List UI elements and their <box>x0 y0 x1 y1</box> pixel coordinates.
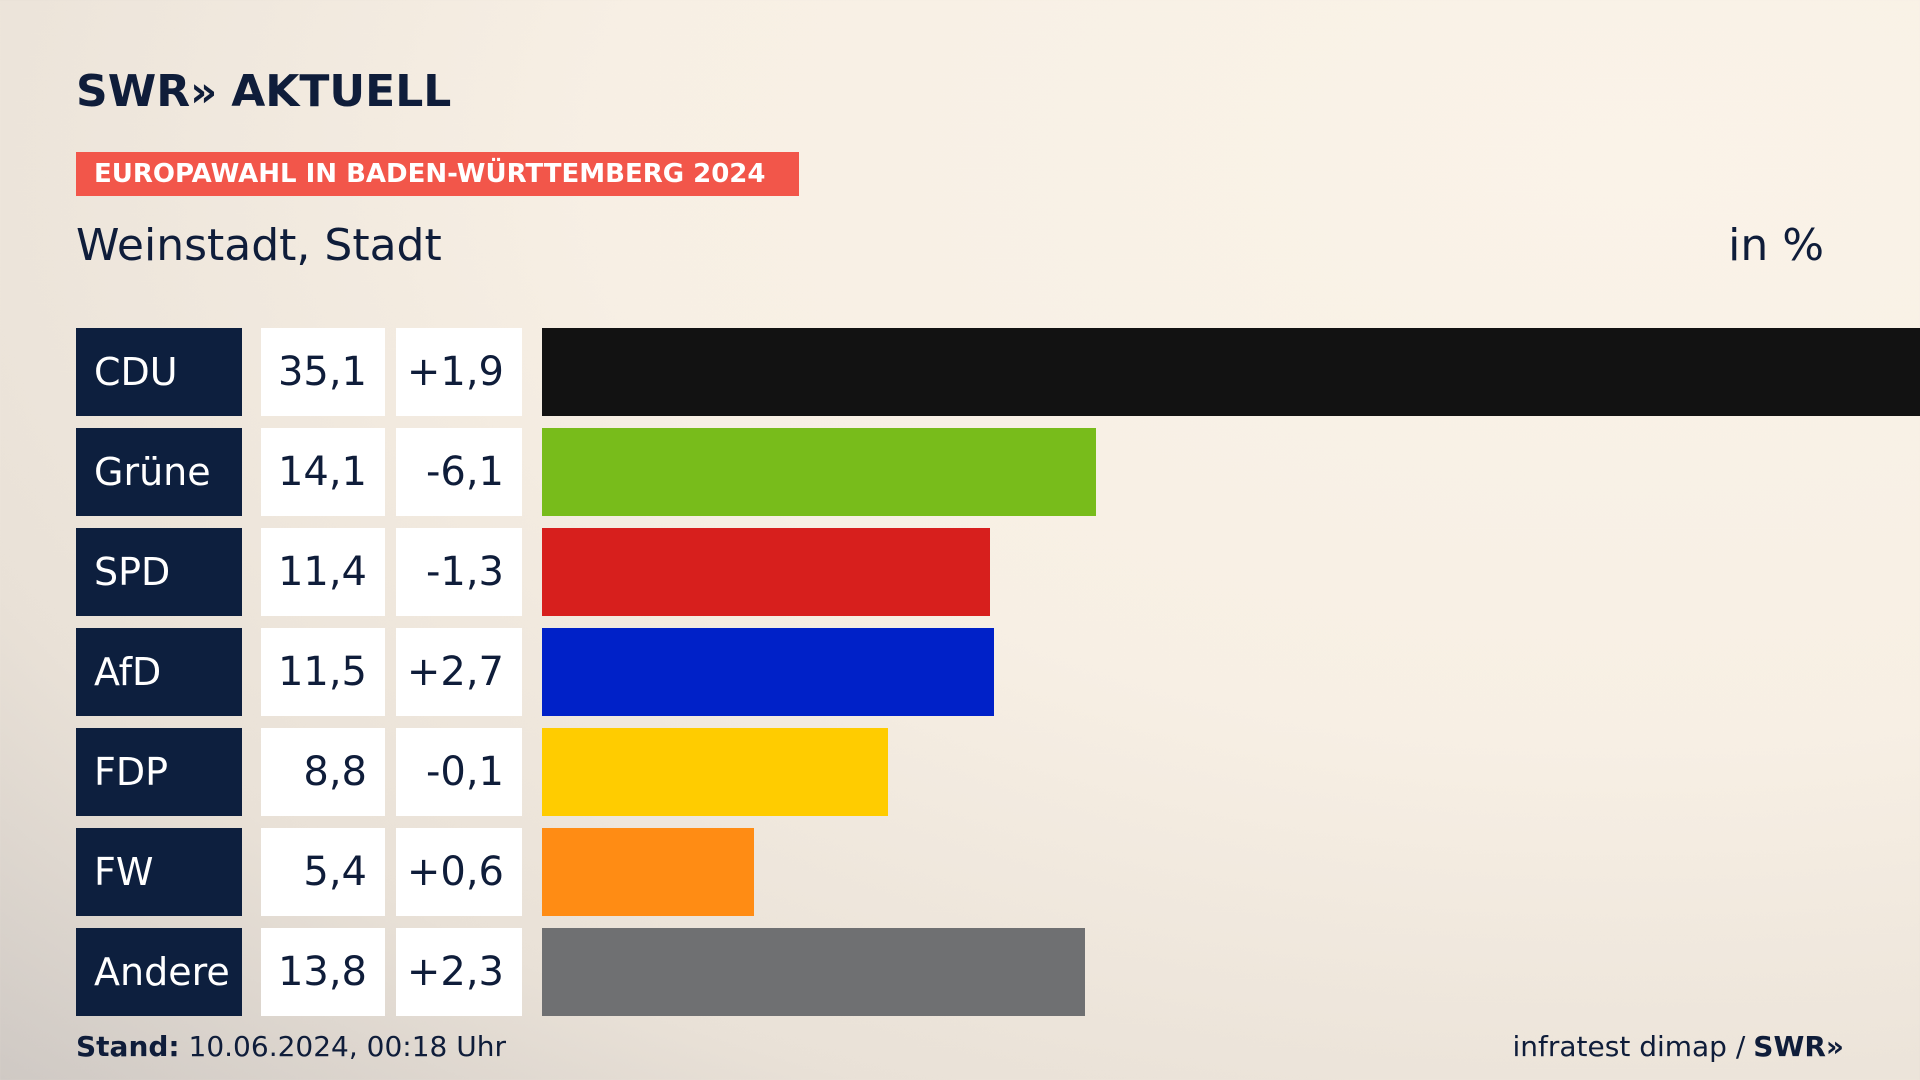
result-value-label: 11,5 <box>261 628 385 716</box>
result-value-label: 13,8 <box>261 928 385 1016</box>
result-value-label: 8,8 <box>261 728 385 816</box>
stand-value: 10.06.2024, 00:18 Uhr <box>188 1030 506 1063</box>
source-text: infratest dimap / <box>1512 1030 1746 1063</box>
change-value-label: +2,3 <box>396 928 522 1016</box>
party-label: FDP <box>76 728 242 816</box>
swr-aktuell-logo: SWR » AKTUELL <box>76 65 452 117</box>
change-value-label: +1,9 <box>396 328 522 416</box>
election-tagline: EUROPAWAHL IN BADEN-WÜRTTEMBERG 2024 <box>76 152 799 196</box>
chart-subtitle: Weinstadt, Stadt <box>76 220 442 271</box>
unit-label: in % <box>1728 220 1824 271</box>
result-value-label: 14,1 <box>261 428 385 516</box>
change-value-label: -0,1 <box>396 728 522 816</box>
swr-small-logo: SWR» <box>1753 1030 1844 1063</box>
result-bar <box>542 828 754 916</box>
source-credit: infratest dimap / SWR» <box>1512 1030 1844 1063</box>
change-value-label: -1,3 <box>396 528 522 616</box>
change-value-label: +2,7 <box>396 628 522 716</box>
change-value-label: -6,1 <box>396 428 522 516</box>
result-bar <box>542 328 1920 416</box>
result-bar <box>542 428 1096 516</box>
party-label: SPD <box>76 528 242 616</box>
result-bar <box>542 528 990 616</box>
party-label: Grüne <box>76 428 242 516</box>
party-label: FW <box>76 828 242 916</box>
result-value-label: 35,1 <box>261 328 385 416</box>
result-value-label: 11,4 <box>261 528 385 616</box>
party-label: CDU <box>76 328 242 416</box>
change-value-label: +0,6 <box>396 828 522 916</box>
result-bar <box>542 628 994 716</box>
party-label: AfD <box>76 628 242 716</box>
stand-label: Stand: <box>76 1030 180 1063</box>
logo-chevron-icon: » <box>190 66 218 116</box>
result-bar <box>542 928 1085 1016</box>
logo-swr-text: SWR <box>76 65 191 117</box>
timestamp: Stand: 10.06.2024, 00:18 Uhr <box>76 1030 506 1063</box>
result-value-label: 5,4 <box>261 828 385 916</box>
logo-aktuell-text: AKTUELL <box>231 65 452 117</box>
party-label: Andere <box>76 928 242 1016</box>
result-bar <box>542 728 888 816</box>
